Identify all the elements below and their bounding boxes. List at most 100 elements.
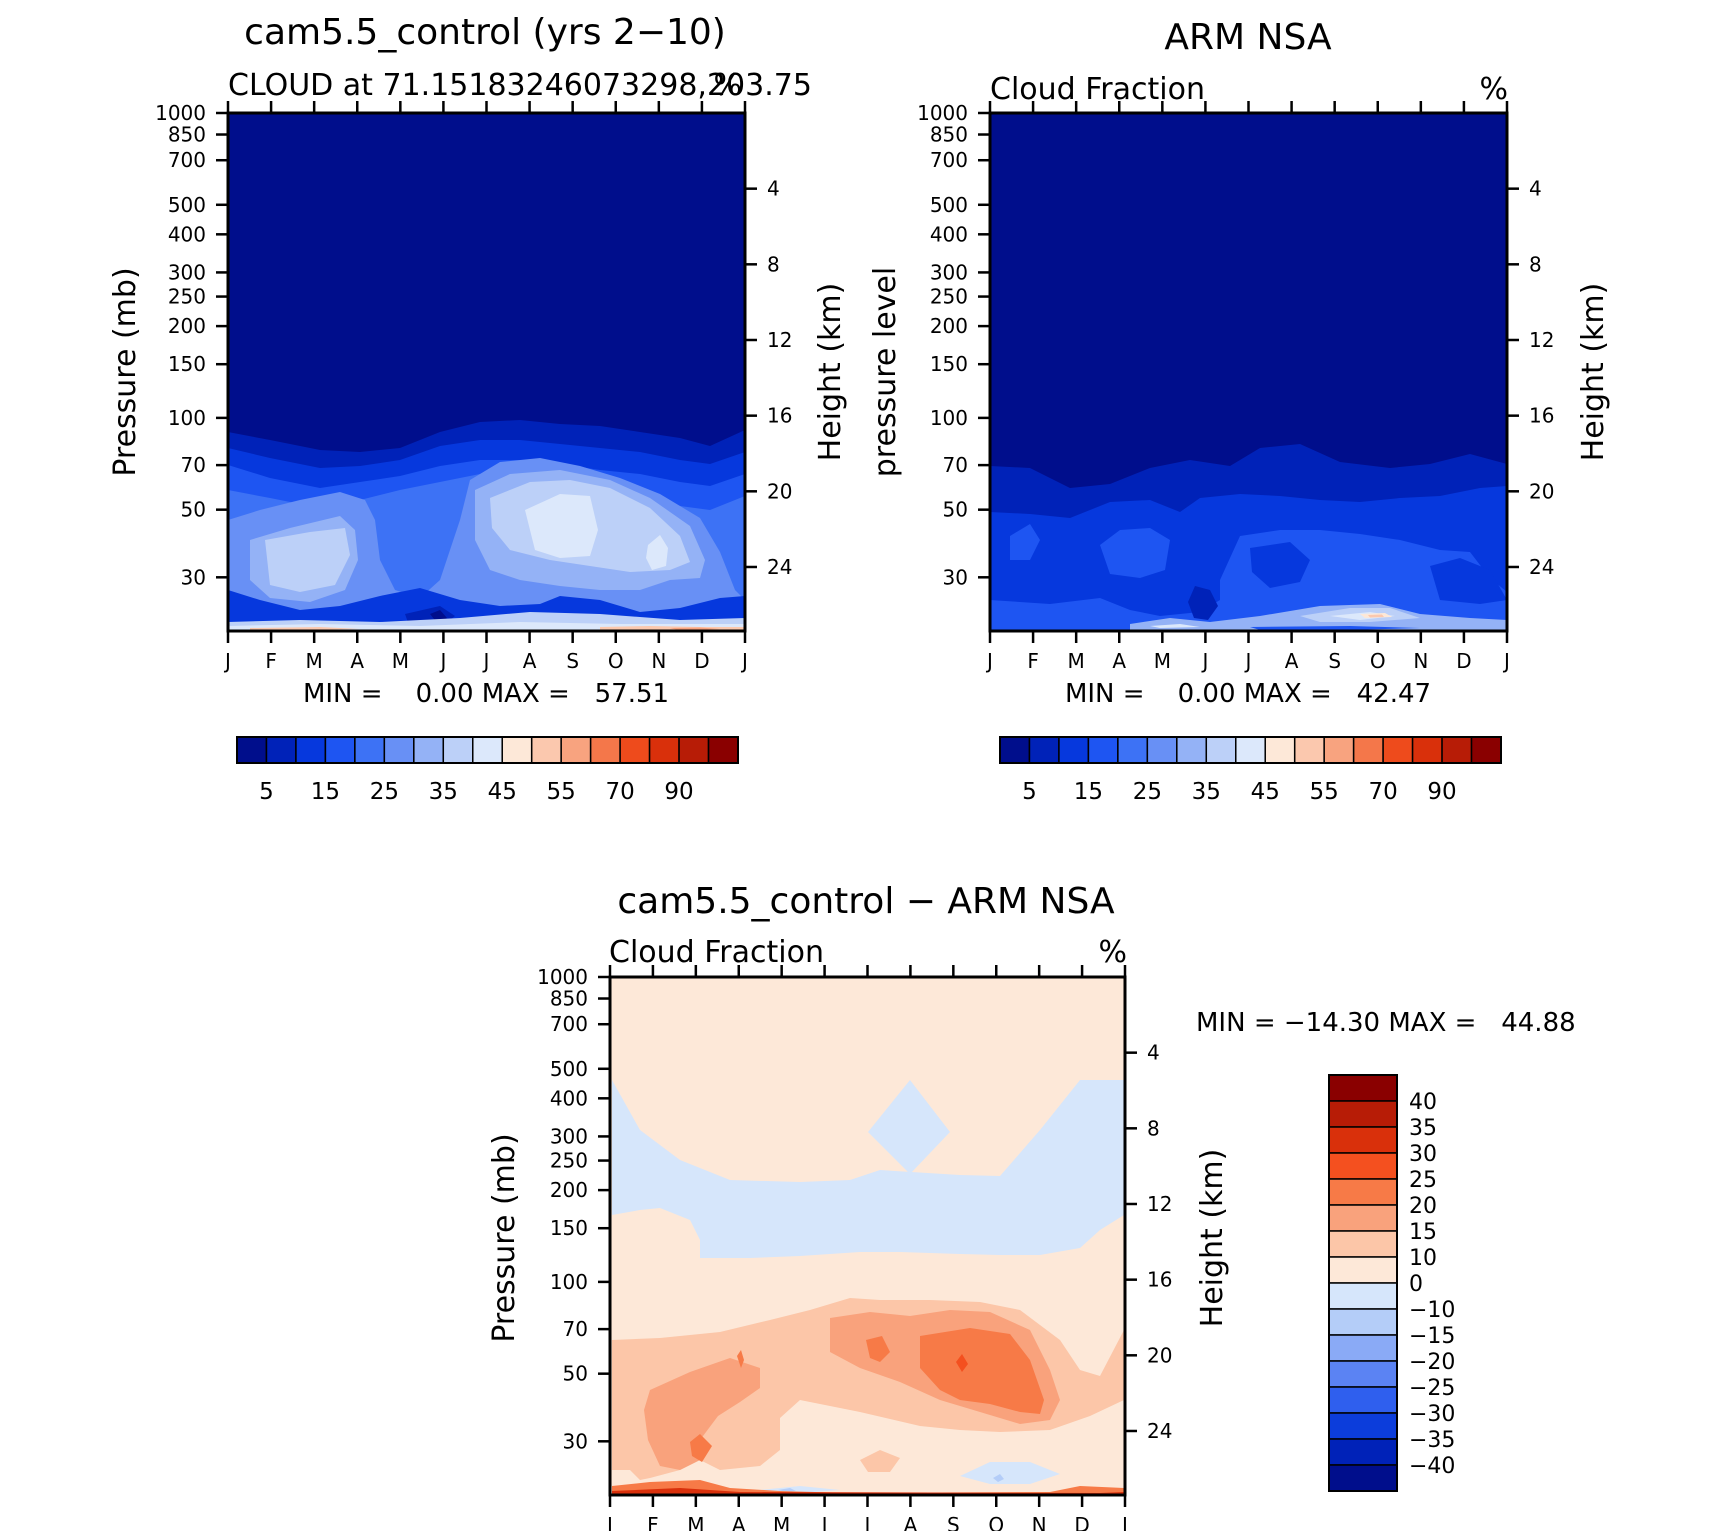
panel-diff-ylabel: Pressure (mb): [487, 1133, 522, 1342]
x-tick-label: D: [694, 649, 709, 673]
p2-band-15b: [1100, 528, 1170, 578]
x-tick-label: N: [651, 649, 666, 673]
y-tick-label: 70: [563, 1317, 588, 1341]
colorbar-label: 90: [664, 779, 693, 805]
colorbar-box: [236, 736, 268, 764]
p2-sfc-white: [1150, 612, 1395, 628]
x-tick-label: A: [732, 1513, 746, 1531]
colorbar-box: [1441, 736, 1473, 764]
x-tick-label: O: [1370, 649, 1386, 673]
colorbar-box: [1087, 736, 1119, 764]
y-right-tick-label: 24: [767, 555, 792, 579]
y-tick-label: 300: [930, 260, 968, 284]
colorbar-box: [678, 736, 710, 764]
x-tick-label: A: [523, 649, 537, 673]
panel-obs-minmax: MIN = 0.00 MAX = 42.47: [1065, 679, 1431, 709]
x-tick-label: A: [904, 1513, 918, 1531]
x-tick-label: S: [947, 1513, 960, 1531]
y-tick-label: 250: [550, 1149, 588, 1173]
y-tick-label: 30: [943, 565, 968, 589]
p3-sfc-red: [612, 1480, 1124, 1495]
colorbar-label: 40: [1409, 1090, 1437, 1115]
panel-model-ylabel-right: Height (km): [813, 283, 848, 462]
colorbar-box: [1235, 736, 1266, 764]
colorbar-box: [1328, 1334, 1398, 1362]
colorbar-label: 25: [1409, 1168, 1437, 1193]
x-tick-label: J: [223, 649, 231, 673]
x-tick-label: O: [608, 649, 624, 673]
panel-diff-minmax: MIN = −14.30 MAX = 44.88: [1196, 1008, 1576, 1038]
panel-diff-subtitle: Cloud Fraction: [609, 935, 824, 970]
p3-neg-band: [612, 1080, 1124, 1258]
p2-band-5b: [1188, 586, 1218, 620]
x-tick-label: D: [1456, 649, 1471, 673]
colorbar-box: [1382, 736, 1414, 764]
colorbar-box: [707, 736, 739, 764]
colorbar-box: [1328, 1256, 1398, 1284]
panel-obs-ylabel-right: Height (km): [1576, 283, 1611, 462]
colorbar-label: 55: [547, 779, 576, 805]
y-tick-label: 30: [181, 565, 206, 589]
p1-band-35: [265, 528, 350, 592]
colorbar-box: [442, 736, 474, 764]
x-tick-label: M: [1154, 649, 1171, 673]
y-right-tick-label: 12: [1147, 1192, 1172, 1216]
colorbar-label: −40: [1409, 1454, 1455, 1479]
x-tick-label: M: [392, 649, 409, 673]
colorbar-label: 5: [1022, 779, 1037, 805]
y-right-tick-label: 8: [767, 252, 780, 276]
p3-pos-20c: [690, 1434, 712, 1462]
x-tick-label: S: [566, 649, 579, 673]
y-tick-label: 400: [168, 222, 206, 246]
panel-model-title: cam5.5_control (yrs 2−10): [244, 12, 726, 53]
x-tick-label: A: [350, 649, 364, 673]
colorbar-box: [383, 736, 415, 764]
p3-pos-25: [956, 1354, 968, 1372]
x-tick-label: N: [1413, 649, 1428, 673]
x-tick-label: J: [1120, 1513, 1128, 1531]
p2-band-10b: [1250, 542, 1507, 604]
y-tick-label: 30: [563, 1429, 588, 1453]
y-tick-label: 250: [168, 285, 206, 309]
y-right-tick-label: 20: [1529, 479, 1554, 503]
y-right-tick-label: 16: [767, 404, 792, 428]
panel-diff-contours: [610, 977, 1125, 1495]
x-tick-label: S: [1328, 649, 1341, 673]
p3-pos-10b: [860, 1450, 900, 1472]
colorbar-box: [589, 736, 621, 764]
colorbar-label: 0: [1409, 1272, 1423, 1297]
panel-diff: cam5.5_control − ARM NSA Cloud Fraction …: [487, 881, 1576, 1531]
colorbar-box: [501, 736, 533, 764]
colorbar-box: [1352, 736, 1384, 764]
colorbar-frame: [999, 736, 1502, 764]
p3-pos-20b: [737, 1336, 890, 1368]
x-tick-label: A: [1285, 649, 1299, 673]
y-right-tick-label: 8: [1147, 1116, 1160, 1140]
y-tick-label: 200: [168, 314, 206, 338]
p1-band-40: [525, 494, 598, 558]
panel-diff-title: cam5.5_control − ARM NSA: [617, 881, 1115, 922]
y-tick-label: 700: [168, 148, 206, 172]
panel-obs-contours: [990, 113, 1507, 631]
colorbar-box: [1328, 1308, 1398, 1336]
colorbar-label: −15: [1409, 1324, 1455, 1349]
colorbar-box: [1117, 736, 1149, 764]
x-tick-label: O: [988, 1513, 1004, 1531]
y-tick-label: 50: [943, 498, 968, 522]
x-tick-label: N: [1032, 1513, 1047, 1531]
colorbar-label: 25: [370, 779, 399, 805]
p1-band-40b: [646, 535, 668, 570]
colorbar-label: −35: [1409, 1428, 1455, 1453]
y-tick-label: 1000: [155, 101, 206, 125]
y-tick-label: 1000: [537, 965, 588, 989]
y-right-tick-label: 20: [1147, 1343, 1172, 1367]
y-right-tick-label: 8: [1529, 252, 1542, 276]
p2-band-15: [1010, 524, 1040, 560]
y-right-tick-label: 16: [1529, 404, 1554, 428]
y-tick-label: 50: [181, 498, 206, 522]
y-right-tick-label: 16: [1147, 1268, 1172, 1292]
y-right-tick-label: 24: [1529, 555, 1554, 579]
colorbar-label: 70: [605, 779, 634, 805]
colorbar-box: [1328, 1178, 1398, 1206]
